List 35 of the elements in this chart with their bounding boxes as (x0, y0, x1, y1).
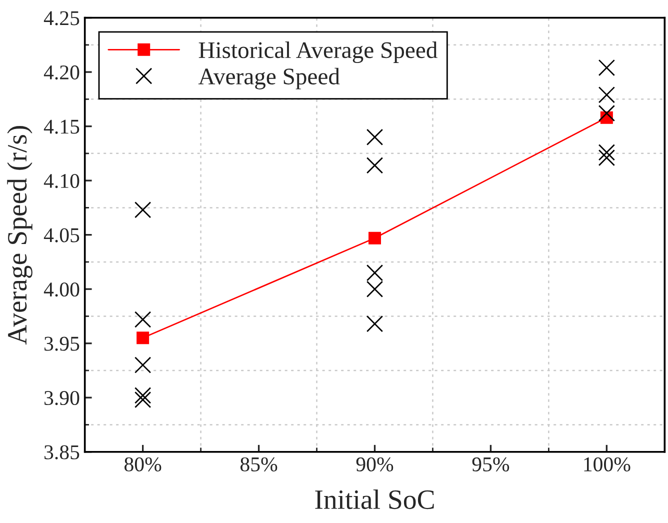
legend-label: Historical Average Speed (198, 42, 438, 64)
point (366, 280, 384, 298)
point (134, 391, 152, 408)
point (136, 332, 150, 344)
point (366, 315, 384, 332)
point (598, 104, 616, 122)
x-tick-label: 80% (124, 457, 162, 472)
y-tick-label: 4.15 (44, 120, 80, 134)
point (598, 144, 616, 161)
y-tick-label: 3.95 (44, 336, 80, 351)
x-tick-label: 90% (356, 457, 394, 472)
x-tick-label: 95% (472, 457, 510, 472)
legend-label: Average Speed (198, 68, 340, 90)
y-tick-label: 4.05 (44, 228, 80, 242)
point (134, 387, 152, 404)
y-tick-label: 4.00 (44, 282, 80, 297)
x-tick-label: 85% (240, 457, 278, 472)
y-axis-title: Average Speed (r/s) (7, 126, 32, 345)
y-tick-label: 4.20 (44, 65, 80, 80)
y-tick-label: 3.90 (44, 390, 80, 406)
point (366, 157, 384, 174)
point (598, 59, 616, 76)
x-tick-label: 100% (584, 457, 630, 472)
y-tick-label: 4.25 (44, 11, 80, 26)
point (134, 311, 152, 328)
point (134, 356, 152, 374)
point (366, 264, 384, 282)
x-axis-title: Initial SoC (315, 490, 434, 510)
point (598, 86, 616, 104)
point (598, 149, 616, 166)
y-tick-label: 4.10 (44, 174, 80, 188)
y-tick-label: 3.85 (44, 445, 80, 460)
point (368, 232, 381, 244)
point (366, 128, 384, 146)
point (134, 202, 152, 218)
